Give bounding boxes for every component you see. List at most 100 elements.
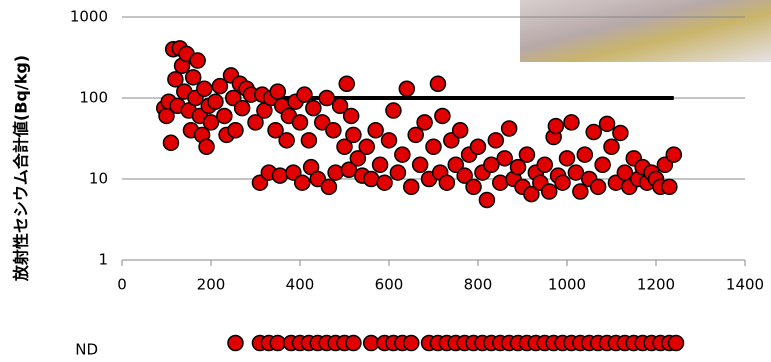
point	[202, 114, 220, 131]
point	[331, 97, 349, 115]
point	[309, 170, 327, 188]
x-tick-label: 1200	[637, 276, 675, 294]
point	[603, 138, 620, 156]
point	[336, 138, 353, 156]
point	[547, 117, 565, 135]
point	[380, 132, 398, 149]
point	[585, 123, 602, 141]
point	[305, 99, 322, 117]
point	[429, 75, 447, 92]
point	[536, 156, 553, 173]
point	[327, 164, 344, 181]
point	[216, 107, 233, 125]
point	[320, 178, 338, 196]
point	[438, 174, 456, 191]
y-tick-label: 1000	[70, 8, 108, 26]
point	[349, 150, 367, 167]
point	[554, 174, 571, 191]
point	[469, 138, 487, 156]
point	[162, 134, 180, 152]
point	[558, 150, 576, 167]
point	[523, 185, 540, 203]
point	[576, 146, 594, 163]
point	[342, 107, 360, 125]
nd-label: ND	[75, 341, 98, 359]
point	[589, 178, 607, 196]
point	[496, 150, 513, 167]
point	[189, 52, 206, 69]
x-tick-label: 1000	[548, 276, 586, 294]
point	[198, 138, 215, 156]
point	[398, 80, 416, 98]
point	[465, 178, 482, 196]
point	[572, 183, 589, 200]
point	[184, 69, 202, 86]
x-tick-label: 1400	[726, 276, 764, 294]
y-axis-label: 放射性セシウム合計値(Bq/kg)	[12, 55, 31, 282]
point	[563, 114, 580, 131]
point	[500, 120, 518, 137]
point	[318, 89, 335, 107]
point	[227, 121, 244, 139]
point	[665, 146, 683, 163]
point	[567, 164, 585, 181]
point	[389, 164, 407, 181]
point	[314, 114, 331, 131]
x-tick-label: 400	[286, 276, 315, 294]
point	[540, 183, 558, 200]
point	[269, 83, 286, 100]
point	[447, 156, 464, 173]
point	[167, 71, 184, 88]
point	[293, 174, 311, 191]
point	[345, 126, 362, 144]
point	[483, 156, 500, 173]
point	[340, 161, 358, 179]
point	[487, 132, 505, 149]
point	[338, 75, 355, 92]
point	[196, 80, 213, 98]
point	[300, 132, 318, 149]
point	[394, 146, 411, 163]
point	[367, 121, 384, 139]
x-tick-label: 0	[117, 276, 127, 294]
point	[325, 121, 342, 139]
point	[358, 138, 375, 156]
point	[403, 178, 420, 196]
point	[211, 77, 229, 95]
nd-point	[345, 334, 362, 352]
photo	[520, 0, 771, 62]
y-tick-label: 10	[89, 170, 108, 188]
point	[518, 146, 536, 163]
point	[233, 99, 251, 117]
point	[425, 138, 442, 156]
x-tick-label: 800	[464, 276, 493, 294]
point	[376, 174, 393, 191]
point	[434, 107, 451, 125]
point	[661, 178, 678, 196]
point	[296, 86, 313, 103]
point	[598, 115, 616, 133]
point	[271, 167, 289, 184]
point	[385, 102, 402, 119]
point	[456, 167, 473, 184]
point	[416, 114, 433, 131]
nd-point	[403, 334, 420, 352]
point	[256, 102, 273, 119]
nd-point	[227, 334, 244, 352]
point	[594, 156, 611, 173]
x-tick-label: 200	[197, 276, 226, 294]
point	[371, 156, 389, 173]
point	[451, 121, 469, 139]
point	[247, 114, 264, 131]
point	[291, 114, 309, 131]
x-tick-label: 600	[375, 276, 404, 294]
nd-point	[667, 334, 685, 352]
point	[509, 158, 527, 176]
point	[411, 156, 429, 173]
y-tick-label: 1	[98, 251, 108, 269]
point	[278, 132, 295, 149]
point	[478, 191, 496, 209]
y-tick-label: 100	[79, 89, 108, 107]
point	[612, 124, 629, 142]
